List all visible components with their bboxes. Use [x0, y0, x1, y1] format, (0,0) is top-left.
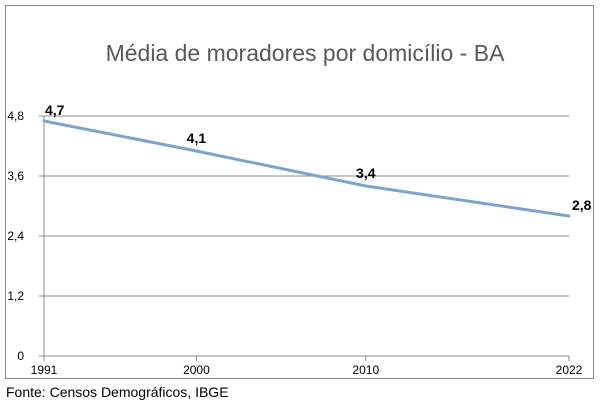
x-axis-tick-labels: 1991 2000 2010 2022: [31, 363, 583, 377]
source-note: Fonte: Censos Demográficos, IBGE: [6, 384, 229, 400]
chart-frame: [5, 5, 594, 379]
y-tick-label: 3,6: [7, 169, 24, 183]
series: [42, 119, 571, 218]
axes: [39, 115, 570, 361]
x-tick-label: 2010: [352, 363, 379, 377]
gridlines: [44, 115, 569, 297]
y-tick-label: 2,4: [7, 229, 24, 243]
x-tick-label: 2022: [556, 363, 583, 377]
chart-title: Média de moradores por domicílio - BA: [106, 40, 505, 66]
series-line: [42, 119, 571, 218]
y-tick-label: 0: [17, 349, 24, 363]
y-axis-tick-labels: 0 1,2 2,4 3,6 4,8: [7, 109, 24, 363]
data-label: 3,4: [356, 165, 376, 181]
data-label: 4,1: [187, 130, 207, 146]
y-tick-label: 4,8: [7, 109, 24, 123]
data-label: 4,7: [45, 102, 65, 118]
x-tick-label: 1991: [31, 363, 58, 377]
y-tick-label: 1,2: [7, 289, 24, 303]
data-label: 2,8: [572, 197, 592, 213]
data-labels: 4,7 4,1 3,4 2,8: [45, 102, 592, 213]
x-tick-label: 2000: [183, 363, 210, 377]
